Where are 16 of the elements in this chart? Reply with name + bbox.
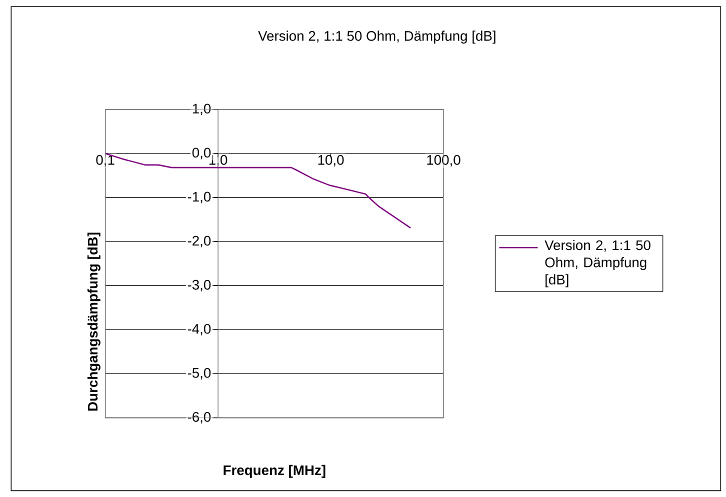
y-tick-label: -6,0	[188, 412, 211, 424]
x-tick-label: 100,0	[427, 154, 460, 166]
y-tick-label: 0,0	[192, 148, 211, 160]
y-tick-label: -5,0	[188, 368, 211, 380]
y-axis-title: Durchgangsdämpfung [dB]	[87, 232, 100, 410]
y-tick-label: -4,0	[188, 324, 211, 336]
y-tick-label: -2,0	[188, 236, 211, 248]
chart-title: Version 2, 1:1 50 Ohm, Dämpfung [dB]	[258, 30, 496, 44]
y-tick-label: -1,0	[188, 192, 211, 204]
legend-label: Version 2, 1:1 50 Ohm, Dämpfung [dB]	[544, 240, 650, 288]
y-tick-label: 1,0	[192, 104, 211, 116]
y-tick-label: -3,0	[188, 280, 211, 292]
x-tick-label: 10,0	[318, 154, 344, 166]
x-tick-label: 1,0	[209, 154, 228, 166]
x-tick-label: 0,1	[96, 154, 114, 166]
x-axis-title: Frequenz [MHz]	[224, 464, 326, 478]
